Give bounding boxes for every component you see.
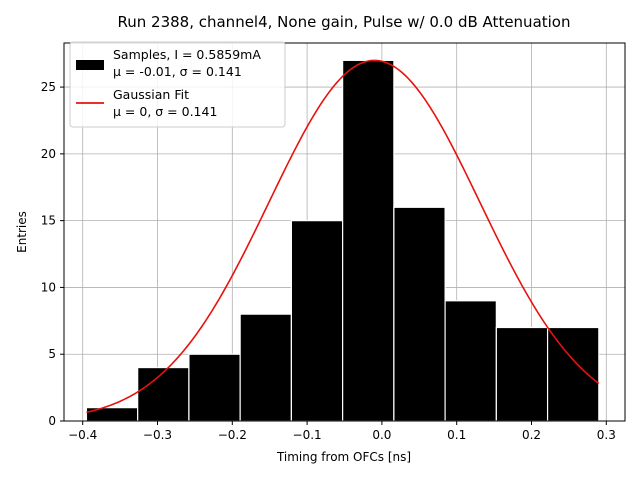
legend-histogram-stats: μ = -0.01, σ = 0.141 — [113, 64, 242, 79]
plot-frame — [63, 42, 626, 422]
legend-fit-label: Gaussian Fit — [113, 87, 189, 102]
gaussian-fit-line — [86, 59, 600, 414]
y-tick-label: 0 — [48, 414, 56, 428]
y-axis-label: Entries — [15, 211, 29, 253]
x-axis-ticks: −0.4 −0.3 −0.2 −0.1 0.0 0.1 0.2 0.3 — [68, 421, 616, 442]
x-tick-label: 0.3 — [597, 428, 616, 442]
x-axis-label: Timing from OFCs [ns] — [276, 450, 411, 464]
y-tick-label: 25 — [41, 80, 56, 94]
chart-title: Run 2388, channel4, None gain, Pulse w/ … — [118, 13, 571, 31]
histogram-bars — [85, 59, 600, 422]
legend-histogram-swatch — [76, 60, 104, 70]
histogram-bar — [342, 59, 395, 422]
legend: Samples, I = 0.5859mA μ = -0.01, σ = 0.1… — [69, 41, 286, 128]
histogram-bar — [290, 220, 344, 422]
histogram-bar — [188, 353, 241, 422]
histogram-bar — [444, 300, 497, 422]
legend-histogram-label: Samples, I = 0.5859mA — [113, 47, 261, 62]
y-tick-label: 10 — [41, 280, 56, 294]
x-tick-label: 0.0 — [372, 428, 391, 442]
legend-box — [69, 41, 286, 128]
histogram-bar — [495, 326, 549, 422]
x-tick-label: −0.3 — [143, 428, 172, 442]
histogram-bar — [137, 366, 190, 422]
histogram-bar — [546, 326, 600, 422]
y-axis-ticks: 0 5 10 15 20 25 — [41, 80, 64, 428]
y-tick-label: 15 — [41, 214, 56, 228]
legend-fit-stats: μ = 0, σ = 0.141 — [113, 104, 217, 119]
x-tick-label: 0.1 — [447, 428, 466, 442]
x-tick-label: −0.2 — [218, 428, 247, 442]
y-tick-label: 5 — [48, 347, 56, 361]
y-tick-label: 20 — [41, 147, 56, 161]
x-tick-label: 0.2 — [522, 428, 541, 442]
histogram-bar — [239, 313, 292, 422]
histogram-bar — [393, 206, 446, 422]
x-tick-label: −0.1 — [293, 428, 322, 442]
gaussian-fit — [86, 59, 600, 414]
x-tick-label: −0.4 — [68, 428, 97, 442]
